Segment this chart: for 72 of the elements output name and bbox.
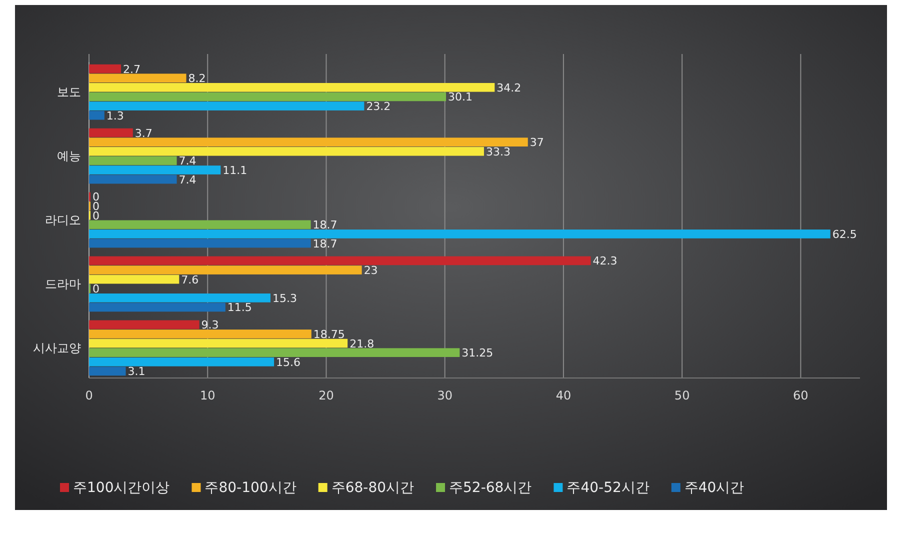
x-tick-label: 10	[200, 388, 216, 403]
bar	[89, 166, 221, 174]
x-tick-label: 40	[556, 388, 572, 403]
data-label: 0	[92, 209, 100, 222]
bar	[89, 338, 348, 348]
bar	[89, 302, 226, 312]
y-tick-label: 라디오	[45, 212, 81, 227]
legend-label: 주52-68시간	[449, 480, 532, 496]
x-tick-label: 20	[318, 388, 334, 403]
data-label: 7.4	[178, 173, 196, 186]
bar	[89, 238, 311, 248]
data-label: 21.8	[350, 337, 374, 350]
bar	[89, 138, 528, 146]
bar	[89, 174, 177, 184]
data-label: 7.6	[181, 273, 199, 286]
bar	[89, 74, 186, 83]
bar	[89, 320, 200, 330]
bar	[89, 266, 362, 274]
data-label: 62.5	[832, 228, 857, 241]
data-label: 1.3	[106, 109, 124, 122]
data-label: 31.25	[462, 346, 494, 360]
data-label: 3.1	[128, 365, 146, 378]
bar	[89, 357, 274, 366]
bar	[89, 92, 446, 102]
data-label: 34.2	[496, 81, 522, 94]
bar	[89, 256, 591, 266]
data-label: 15.3	[272, 292, 297, 305]
x-tick-label: 0	[85, 388, 93, 403]
data-label: 9.3	[201, 318, 219, 332]
data-label: 18.75	[313, 328, 345, 341]
bar	[89, 230, 830, 238]
x-tick-label: 60	[793, 388, 808, 403]
data-label: 7.4	[178, 154, 196, 168]
legend-label: 주100시간이상	[73, 480, 170, 496]
data-label: 0	[92, 282, 100, 296]
data-label: 11.5	[227, 301, 252, 314]
bar	[89, 330, 312, 338]
data-label: 2.7	[123, 62, 141, 76]
bar	[89, 294, 270, 302]
y-tick-label: 시사교양	[33, 340, 81, 355]
bar	[89, 102, 364, 110]
data-label: 23.2	[366, 100, 391, 114]
legend-label: 주40시간	[684, 480, 744, 496]
bar	[89, 82, 495, 92]
data-label: 23	[364, 264, 378, 278]
x-tick-label: 50	[674, 388, 690, 403]
data-label: 30.1	[448, 90, 473, 104]
legend-label: 주80-100시간	[204, 480, 296, 496]
bar	[89, 366, 126, 376]
x-tick-label: 30	[437, 388, 452, 403]
bar	[89, 110, 104, 120]
data-label: 18.7	[312, 237, 338, 250]
data-label: 42.3	[592, 254, 618, 268]
y-tick-label: 예능	[57, 148, 81, 163]
data-label: 3.7	[134, 126, 152, 140]
data-label: 18.7	[312, 218, 338, 232]
bar	[89, 128, 133, 138]
bar	[89, 64, 122, 74]
y-tick-label: 드라마	[45, 276, 81, 291]
bar	[89, 348, 460, 358]
bar	[89, 274, 180, 284]
data-label: 15.6	[276, 356, 301, 369]
data-label: 37	[530, 136, 544, 150]
data-label: 8.2	[188, 72, 206, 86]
bar	[89, 220, 311, 230]
data-label: 11.1	[222, 164, 248, 177]
bar	[89, 146, 484, 156]
data-label: 33.3	[486, 145, 510, 158]
legend-label: 주68-80시간	[331, 480, 414, 496]
legend-label: 주40-52시간	[566, 480, 650, 496]
bar	[89, 156, 177, 166]
y-tick-label: 보도	[57, 84, 81, 99]
